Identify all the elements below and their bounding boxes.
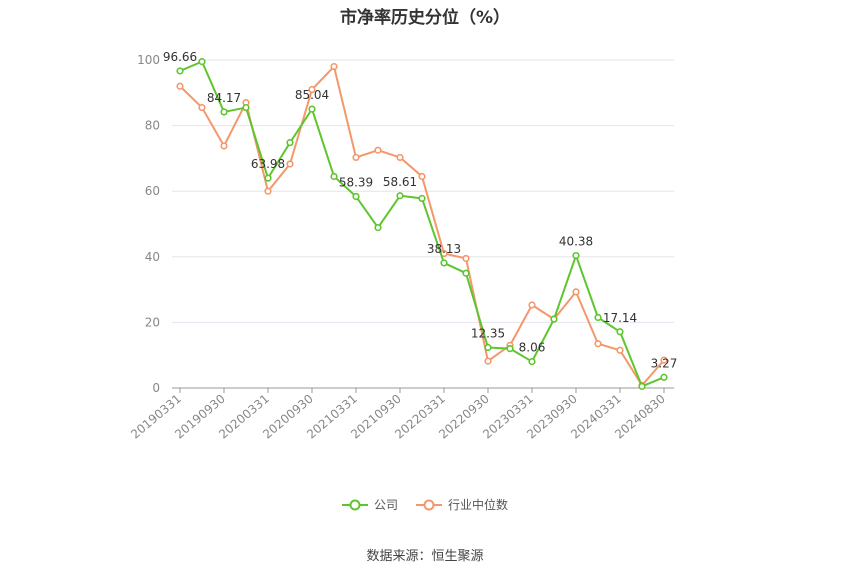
data-point — [594, 340, 602, 348]
data-source: 数据来源：恒生聚源 — [366, 549, 484, 564]
data-point — [418, 172, 426, 181]
data-point — [220, 108, 228, 116]
data-point — [176, 82, 184, 90]
data-point — [484, 343, 492, 352]
data-point — [264, 187, 272, 195]
data-point — [198, 58, 206, 66]
data-label: 96.66 — [163, 50, 197, 64]
data-label: 8.06 — [519, 341, 546, 355]
data-point — [286, 139, 294, 147]
data-label: 63.98 — [251, 157, 285, 171]
series-line-1 — [179, 65, 665, 387]
data-label: 40.38 — [559, 235, 593, 249]
legend-item-company[interactable]: 公司 — [341, 496, 398, 513]
legend: 公司 行业中位数 — [0, 496, 850, 513]
data-point — [308, 105, 316, 113]
data-point — [176, 67, 184, 75]
data-point — [308, 85, 316, 94]
legend-company-marker — [341, 499, 368, 510]
data-point — [660, 373, 668, 381]
data-point — [352, 192, 360, 201]
data-point — [374, 146, 382, 154]
data-point — [220, 142, 228, 150]
data-label: 58.61 — [383, 175, 417, 189]
data-label: 3.27 — [651, 356, 678, 370]
data-point — [418, 194, 426, 203]
data-point — [572, 288, 580, 296]
data-point — [638, 382, 646, 390]
data-point — [242, 103, 250, 112]
data-label: 85.04 — [295, 88, 329, 102]
y-tick-label: 20 — [145, 315, 160, 329]
series-line-0 — [179, 60, 665, 388]
y-tick-label: 100 — [137, 53, 160, 67]
data-point — [484, 357, 492, 365]
data-point — [550, 315, 558, 323]
data-label: 38.13 — [427, 242, 461, 256]
data-point — [462, 254, 470, 263]
data-point — [462, 269, 470, 277]
data-point — [264, 174, 272, 182]
data-point — [528, 301, 536, 309]
data-point — [572, 251, 580, 260]
y-tick-label: 60 — [145, 184, 160, 198]
data-point — [440, 259, 448, 267]
data-label: 58.39 — [339, 175, 373, 189]
legend-company-label: 公司 — [373, 498, 398, 512]
data-point — [660, 356, 668, 364]
data-label: 12.35 — [471, 326, 505, 340]
y-tick-label: 0 — [152, 381, 160, 395]
y-tick-label: 80 — [145, 119, 160, 133]
data-point — [396, 153, 404, 162]
data-point — [198, 103, 206, 112]
data-point — [352, 153, 360, 162]
legend-industry-marker — [416, 499, 442, 510]
line-chart: 0204060801002019033120190930202003312020… — [128, 50, 678, 442]
data-point — [616, 328, 624, 336]
legend-item-industry-median[interactable]: 行业中位数 — [416, 496, 508, 513]
data-point — [506, 345, 514, 353]
data-point — [330, 172, 338, 181]
data-point — [396, 192, 404, 200]
data-point — [594, 313, 602, 322]
data-point — [286, 160, 294, 168]
data-point — [374, 224, 382, 232]
data-point — [528, 357, 536, 366]
data-point — [616, 346, 624, 354]
chart-title: 市净率历史分位（%） — [339, 8, 511, 28]
data-label: 17.14 — [603, 311, 637, 325]
y-tick-label: 40 — [145, 250, 160, 264]
legend-industry-label: 行业中位数 — [448, 498, 509, 512]
data-label: 84.17 — [207, 91, 241, 105]
data-point — [330, 62, 338, 71]
